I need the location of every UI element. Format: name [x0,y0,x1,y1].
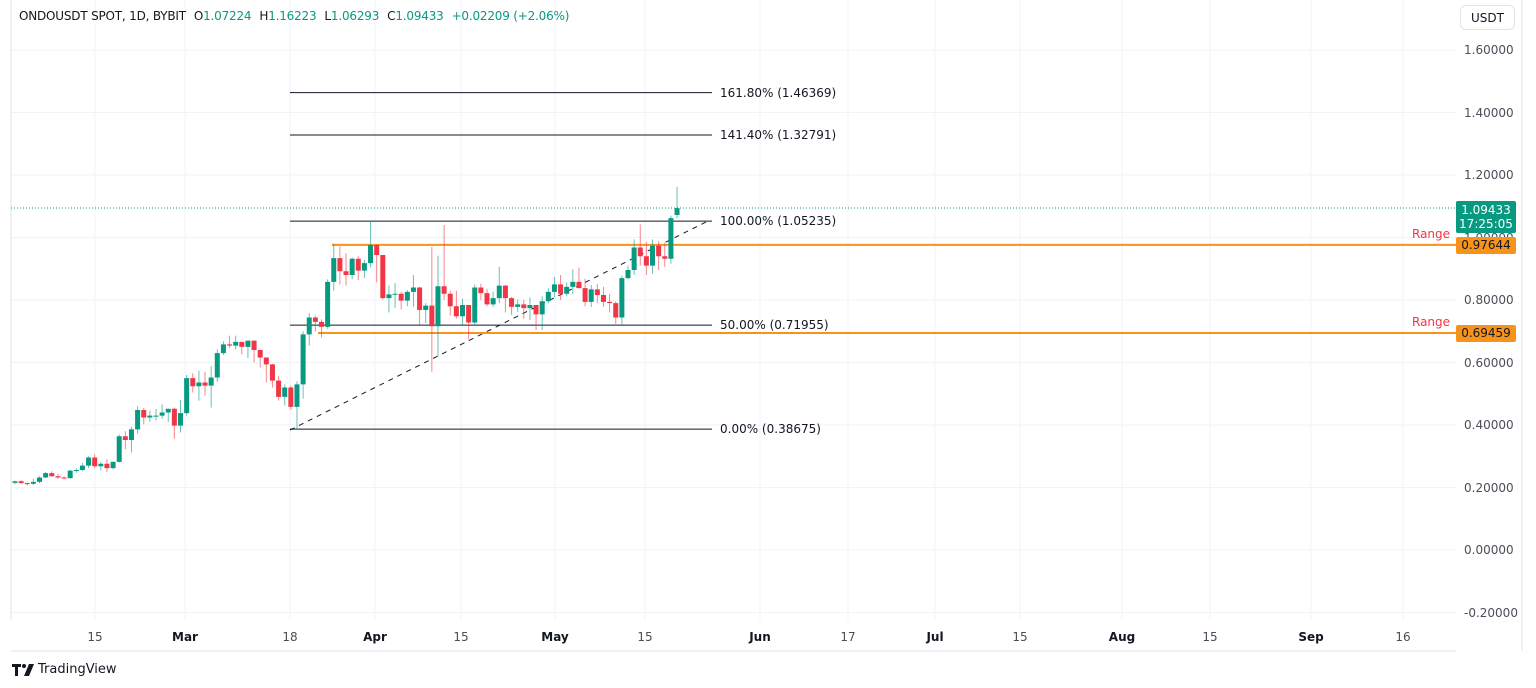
time-tick: Sep [1298,630,1324,644]
tradingview-logo-text: TradingView [38,662,117,677]
price-tick: 1.20000 [1464,168,1514,182]
price-tick: 0.20000 [1464,480,1514,495]
price-tick: 1.60000 [1464,43,1514,57]
time-tick: 15 [1012,630,1028,644]
tradingview-logo-icon [12,663,34,676]
time-tick: 16 [1395,630,1411,644]
open-value: 1.07224 [203,9,252,23]
fibonacci-trend-dashed [289,220,709,431]
price-tick: 0.60000 [1464,355,1514,370]
range-label-lower: Range [1412,315,1451,329]
grid-lines [11,0,1456,620]
currency-button[interactable]: USDT [1460,5,1515,30]
high-value: 1.16223 [268,9,317,23]
time-tick: May [541,630,569,644]
fibonacci-extension-lines[interactable] [290,92,712,430]
price-tick: -0.20000 [1464,605,1518,620]
bar-countdown: 17:25:05 [1459,217,1513,231]
fib-level-label: 50.00% (0.71955) [720,318,829,333]
symbol-legend: ONDOUSDT SPOT, 1D, BYBIT O1.07224 H1.16223… [19,9,570,23]
fib-level-label: 100.00% (1.05235) [720,214,837,229]
last-price-tag: 1.09433 17:25:05 [1456,201,1516,233]
time-tick: Jul [926,630,944,644]
time-tick: Mar [172,630,198,644]
tradingview-logo[interactable]: TradingView [12,662,117,677]
time-tick: 15 [637,630,653,644]
price-tick: 0.80000 [1464,293,1514,307]
range-price-tag-upper: 0.97644 [1456,237,1516,254]
price-tick: 1.40000 [1464,105,1514,120]
low-value: 1.06293 [330,9,380,23]
range-lines[interactable] [318,243,1456,334]
candlestick-series [12,186,680,486]
time-tick: 17 [840,630,856,644]
time-tick: 18 [282,630,298,644]
fib-level-label: 161.80% (1.46369) [720,85,837,100]
time-tick: 15 [87,630,103,644]
fib-level-label: 141.40% (1.32791) [720,128,837,143]
time-tick: 15 [1202,630,1218,644]
price-tick: 0.40000 [1464,418,1514,432]
fib-level-label: 0.00% (0.38675) [720,422,821,437]
change-value: +0.02209 (+2.06%) [451,9,570,23]
time-tick: 15 [453,630,469,644]
time-tick: Aug [1108,630,1136,644]
close-value: 1.09433 [395,9,444,23]
range-price-tag-lower: 0.69459 [1456,325,1516,342]
time-tick: Apr [363,630,387,644]
price-tick: 0.00000 [1464,543,1514,557]
time-tick: Jun [749,630,771,644]
range-label-upper: Range [1412,227,1451,241]
last-price-value: 1.09433 [1461,203,1511,217]
symbol-title: ONDOUSDT SPOT, 1D, BYBIT [19,9,186,23]
